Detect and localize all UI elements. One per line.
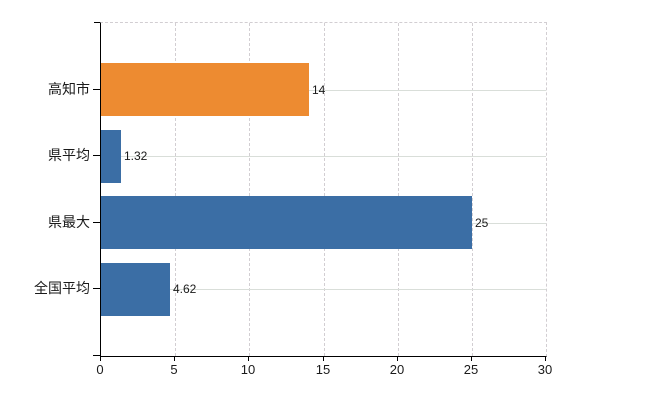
x-tick <box>323 356 324 361</box>
bar-value-label: 4.62 <box>173 282 197 296</box>
axis-top-tick <box>94 22 100 23</box>
category-label: 県平均 <box>48 147 90 163</box>
vertical-gridline <box>471 23 473 356</box>
horizontal-gridline <box>101 289 546 290</box>
y-tick <box>93 89 100 90</box>
y-tick <box>93 222 100 223</box>
bar <box>101 196 472 249</box>
bar <box>101 263 170 316</box>
x-tick <box>248 356 249 361</box>
bar <box>101 130 121 183</box>
horizontal-gridline <box>101 156 546 157</box>
bar-value-label: 1.32 <box>124 149 148 163</box>
y-tick <box>93 155 100 156</box>
x-tick <box>471 356 472 361</box>
vertical-gridline <box>323 23 325 356</box>
vertical-gridline <box>175 23 177 356</box>
x-tick-label: 20 <box>389 362 405 377</box>
x-tick-label: 10 <box>240 362 256 377</box>
y-tick <box>93 288 100 289</box>
bar-value-label: 14 <box>312 83 326 97</box>
vertical-gridline <box>397 23 399 356</box>
bar <box>101 63 309 116</box>
x-tick-label: 0 <box>96 362 104 377</box>
x-tick-label: 25 <box>463 362 479 377</box>
category-label: 全国平均 <box>34 280 90 296</box>
plot-area: 14 1.32 25 4.62 <box>100 22 547 357</box>
vertical-gridline <box>249 23 251 356</box>
category-label: 高知市 <box>48 81 90 97</box>
bar-value-label: 25 <box>475 216 489 230</box>
x-tick-label: 5 <box>170 362 178 377</box>
x-axis-overhang <box>93 355 100 356</box>
x-tick <box>174 356 175 361</box>
x-tick <box>100 356 101 361</box>
category-label: 県最大 <box>48 214 90 230</box>
x-tick-label: 15 <box>315 362 331 377</box>
horizontal-gridline <box>101 90 546 91</box>
x-tick <box>397 356 398 361</box>
x-tick-label: 30 <box>537 362 553 377</box>
x-tick <box>545 356 546 361</box>
